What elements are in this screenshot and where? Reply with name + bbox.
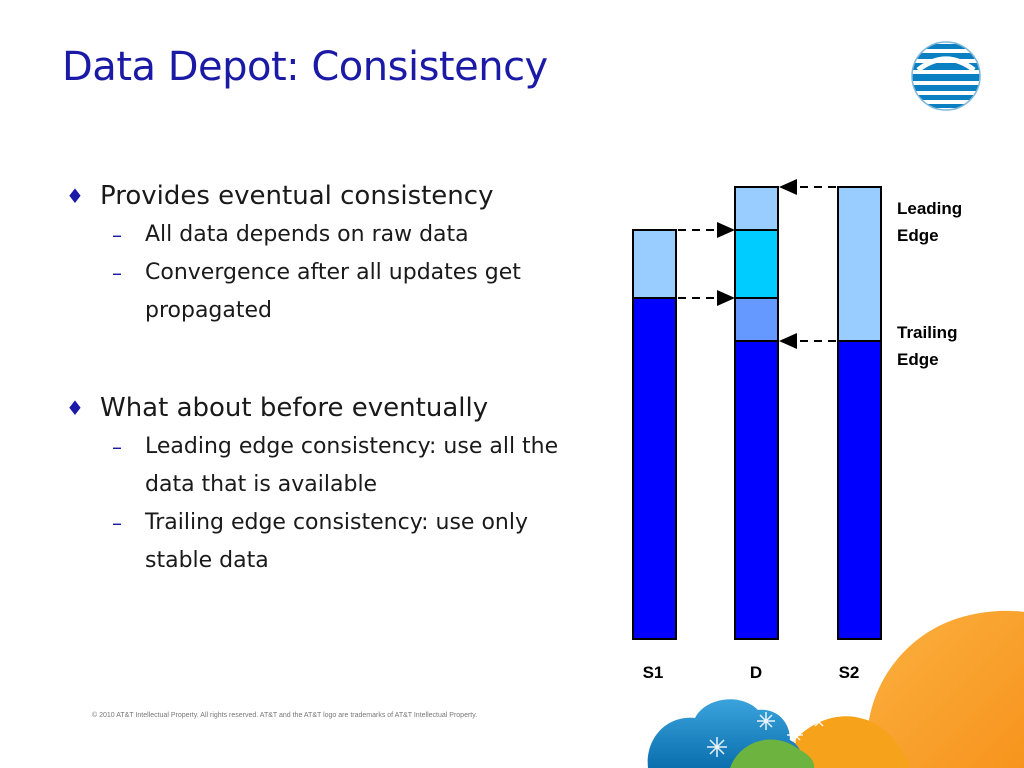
leading-edge-label-line1: Leading: [897, 199, 962, 218]
d-leading-segment: [734, 186, 779, 231]
copyright-footer: © 2010 AT&T Intellectual Property. All r…: [92, 712, 478, 719]
consistency-diagram: Leading Edge Trailing Edge S1 D S2: [632, 179, 962, 682]
dash-bullet-icon: –: [112, 261, 122, 285]
s2-pending-segment: [837, 186, 882, 342]
s1-stable-segment: [632, 297, 677, 640]
sub-bullet-item: – All data depends on raw data: [62, 216, 562, 254]
bullet-item: ♦ What about before eventually: [62, 388, 562, 428]
s2-stable-segment: [837, 340, 882, 640]
s1-pending-segment: [632, 229, 677, 299]
slide-title: Data Depot: Consistency: [62, 44, 548, 90]
dash-bullet-icon: –: [112, 511, 122, 535]
trailing-edge-label-line2: Edge: [897, 350, 939, 369]
d-mid-segment: [734, 297, 779, 342]
bullet-text: What about before eventually: [100, 393, 489, 423]
d-stable-segment: [734, 340, 779, 640]
dash-bullet-icon: –: [112, 223, 122, 247]
bullet-list: ♦ Provides eventual consistency – All da…: [62, 176, 562, 580]
dash-bullet-icon: –: [112, 435, 122, 459]
sub-bullet-item: – Convergence after all updates get prop…: [62, 254, 562, 330]
sub-bullet-text: Trailing edge consistency: use only stab…: [145, 510, 528, 573]
trailing-edge-label-line1: Trailing: [897, 323, 957, 342]
sub-bullet-text: Convergence after all updates get propag…: [145, 260, 521, 323]
diamond-bullet-icon: ♦: [66, 184, 84, 208]
column-label-s2: S2: [839, 663, 860, 682]
column-label-s1: S1: [643, 663, 664, 682]
sub-bullet-text: Leading edge consistency: use all the da…: [145, 434, 559, 497]
sub-bullet-text: All data depends on raw data: [145, 222, 469, 247]
sub-bullet-item: – Trailing edge consistency: use only st…: [62, 504, 562, 580]
column-label-d: D: [750, 663, 762, 682]
bullet-item: ♦ Provides eventual consistency: [62, 176, 562, 216]
leading-edge-label-line2: Edge: [897, 226, 939, 245]
diamond-bullet-icon: ♦: [66, 396, 84, 420]
decorative-cloud-graphic: [647, 610, 1024, 768]
sub-bullet-item: – Leading edge consistency: use all the …: [62, 428, 562, 504]
bullet-text: Provides eventual consistency: [100, 181, 494, 211]
att-globe-logo: [911, 41, 981, 111]
d-s1-pending-segment: [734, 229, 779, 299]
